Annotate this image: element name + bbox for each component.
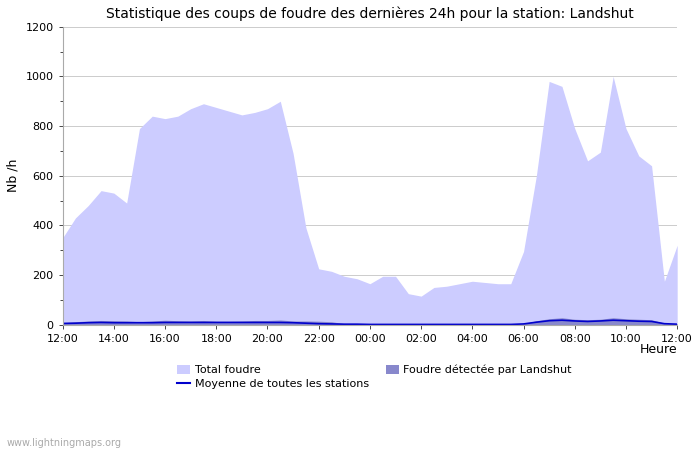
Legend: Total foudre, Moyenne de toutes les stations, Foudre détectée par Landshut: Total foudre, Moyenne de toutes les stat… xyxy=(173,360,576,393)
Y-axis label: Nb /h: Nb /h xyxy=(7,159,20,193)
Text: www.lightningmaps.org: www.lightningmaps.org xyxy=(7,438,122,448)
Text: Heure: Heure xyxy=(640,342,677,356)
Title: Statistique des coups de foudre des dernières 24h pour la station: Landshut: Statistique des coups de foudre des dern… xyxy=(106,7,634,22)
